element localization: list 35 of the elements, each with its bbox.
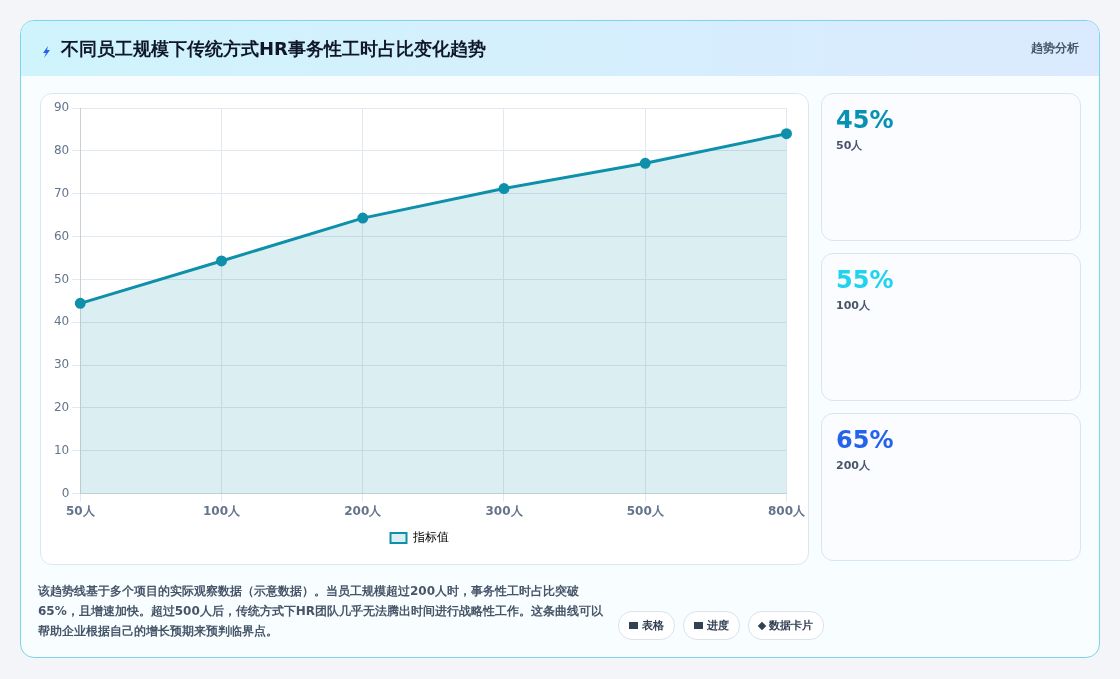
y-tick-label: 80 <box>53 142 70 157</box>
text: 100人 <box>836 298 871 313</box>
text: 趋势分析 <box>1031 40 1079 57</box>
x-tick-label: 500人 <box>626 503 665 518</box>
point <box>498 183 510 195</box>
text: 表格 <box>642 618 664 633</box>
y-tick-label: 40 <box>53 314 70 329</box>
x-tick-label: 200人 <box>344 503 383 518</box>
y-tick-label: 30 <box>53 357 70 372</box>
y-tick-label: 10 <box>53 442 70 457</box>
x-tick-label: 100人 <box>202 503 242 518</box>
legend-label: 指标值 <box>411 530 449 545</box>
y-tick-label: 50 <box>53 271 70 286</box>
text: 进度 <box>707 618 729 633</box>
text: 55% <box>836 266 895 294</box>
text: 65% <box>836 426 895 454</box>
point <box>639 157 651 169</box>
text: 50人 <box>836 138 864 153</box>
x-tick-label: 300人 <box>485 503 524 518</box>
y-tick-label: 60 <box>53 228 70 243</box>
text: 数据卡片 <box>769 618 813 633</box>
x-tick-label: 50人 <box>65 503 96 518</box>
y-tick-label: 0 <box>61 485 70 500</box>
y-tick-label: 20 <box>53 400 70 415</box>
point <box>780 128 792 140</box>
chart-title: 不同员工规模下传统方式HR事务性工时占比变化趋势 <box>61 36 487 61</box>
point <box>216 255 228 267</box>
point <box>357 212 369 224</box>
text: 45% <box>836 106 895 134</box>
text: 200人 <box>836 458 871 473</box>
y-tick-label: 70 <box>53 185 70 200</box>
text: 该趋势线基于多个项目的实际观察数据（示意数据）。当员工规模超过200人时，事务性工时占比突破65%，且增速加快。超过500人后，传统方式下HR团队几乎无法腾出时间进行战略性工作。这条曲线可以帮助企业根据自己的增长预期来预判临界点。 <box>38 583 605 640</box>
x-tick-label: 800人 <box>767 503 806 518</box>
point <box>74 297 86 309</box>
y-tick-label: 90 <box>53 100 70 115</box>
